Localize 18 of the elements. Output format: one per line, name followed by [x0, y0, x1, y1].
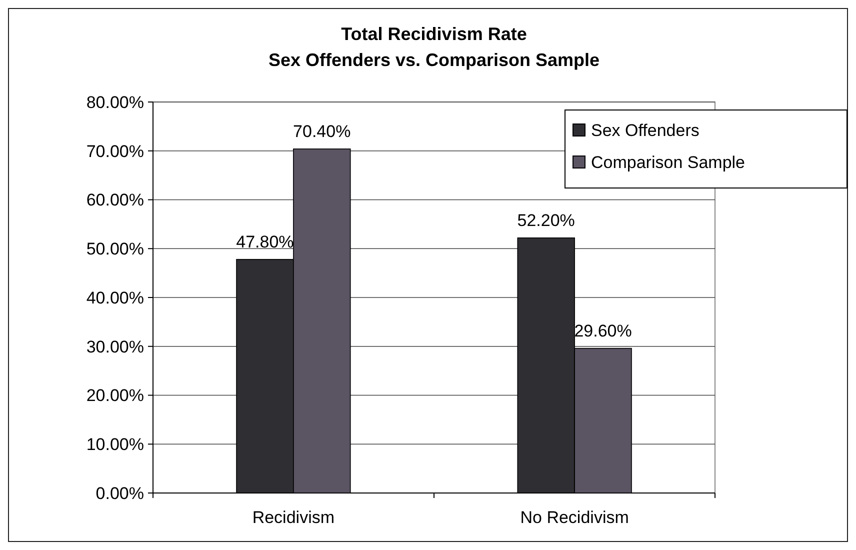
data-label: 70.40% — [293, 122, 351, 141]
x-tick-label: No Recidivism — [520, 508, 629, 527]
y-tick-label: 60.00% — [86, 190, 144, 210]
data-label: 52.20% — [517, 210, 575, 230]
legend-label: Sex Offenders — [591, 120, 700, 140]
y-tick-label: 30.00% — [86, 337, 144, 356]
y-tick-label: 0.00% — [96, 484, 144, 503]
y-tick-label: 80.00% — [86, 92, 144, 112]
y-tick-label: 20.00% — [86, 386, 144, 406]
legend-label: Comparison Sample — [591, 152, 746, 172]
y-tick-label: 10.00% — [86, 435, 144, 454]
chart-title: Total Recidivism Rate — [341, 24, 527, 44]
chart-subtitle: Sex Offenders vs. Comparison Sample — [268, 50, 600, 70]
y-tick-label: 70.00% — [86, 142, 144, 161]
y-tick-label: 50.00% — [86, 240, 144, 259]
y-tick-label: 40.00% — [86, 288, 144, 308]
data-label: 29.60% — [574, 321, 632, 340]
x-tick-label: Recidivism — [252, 508, 335, 527]
